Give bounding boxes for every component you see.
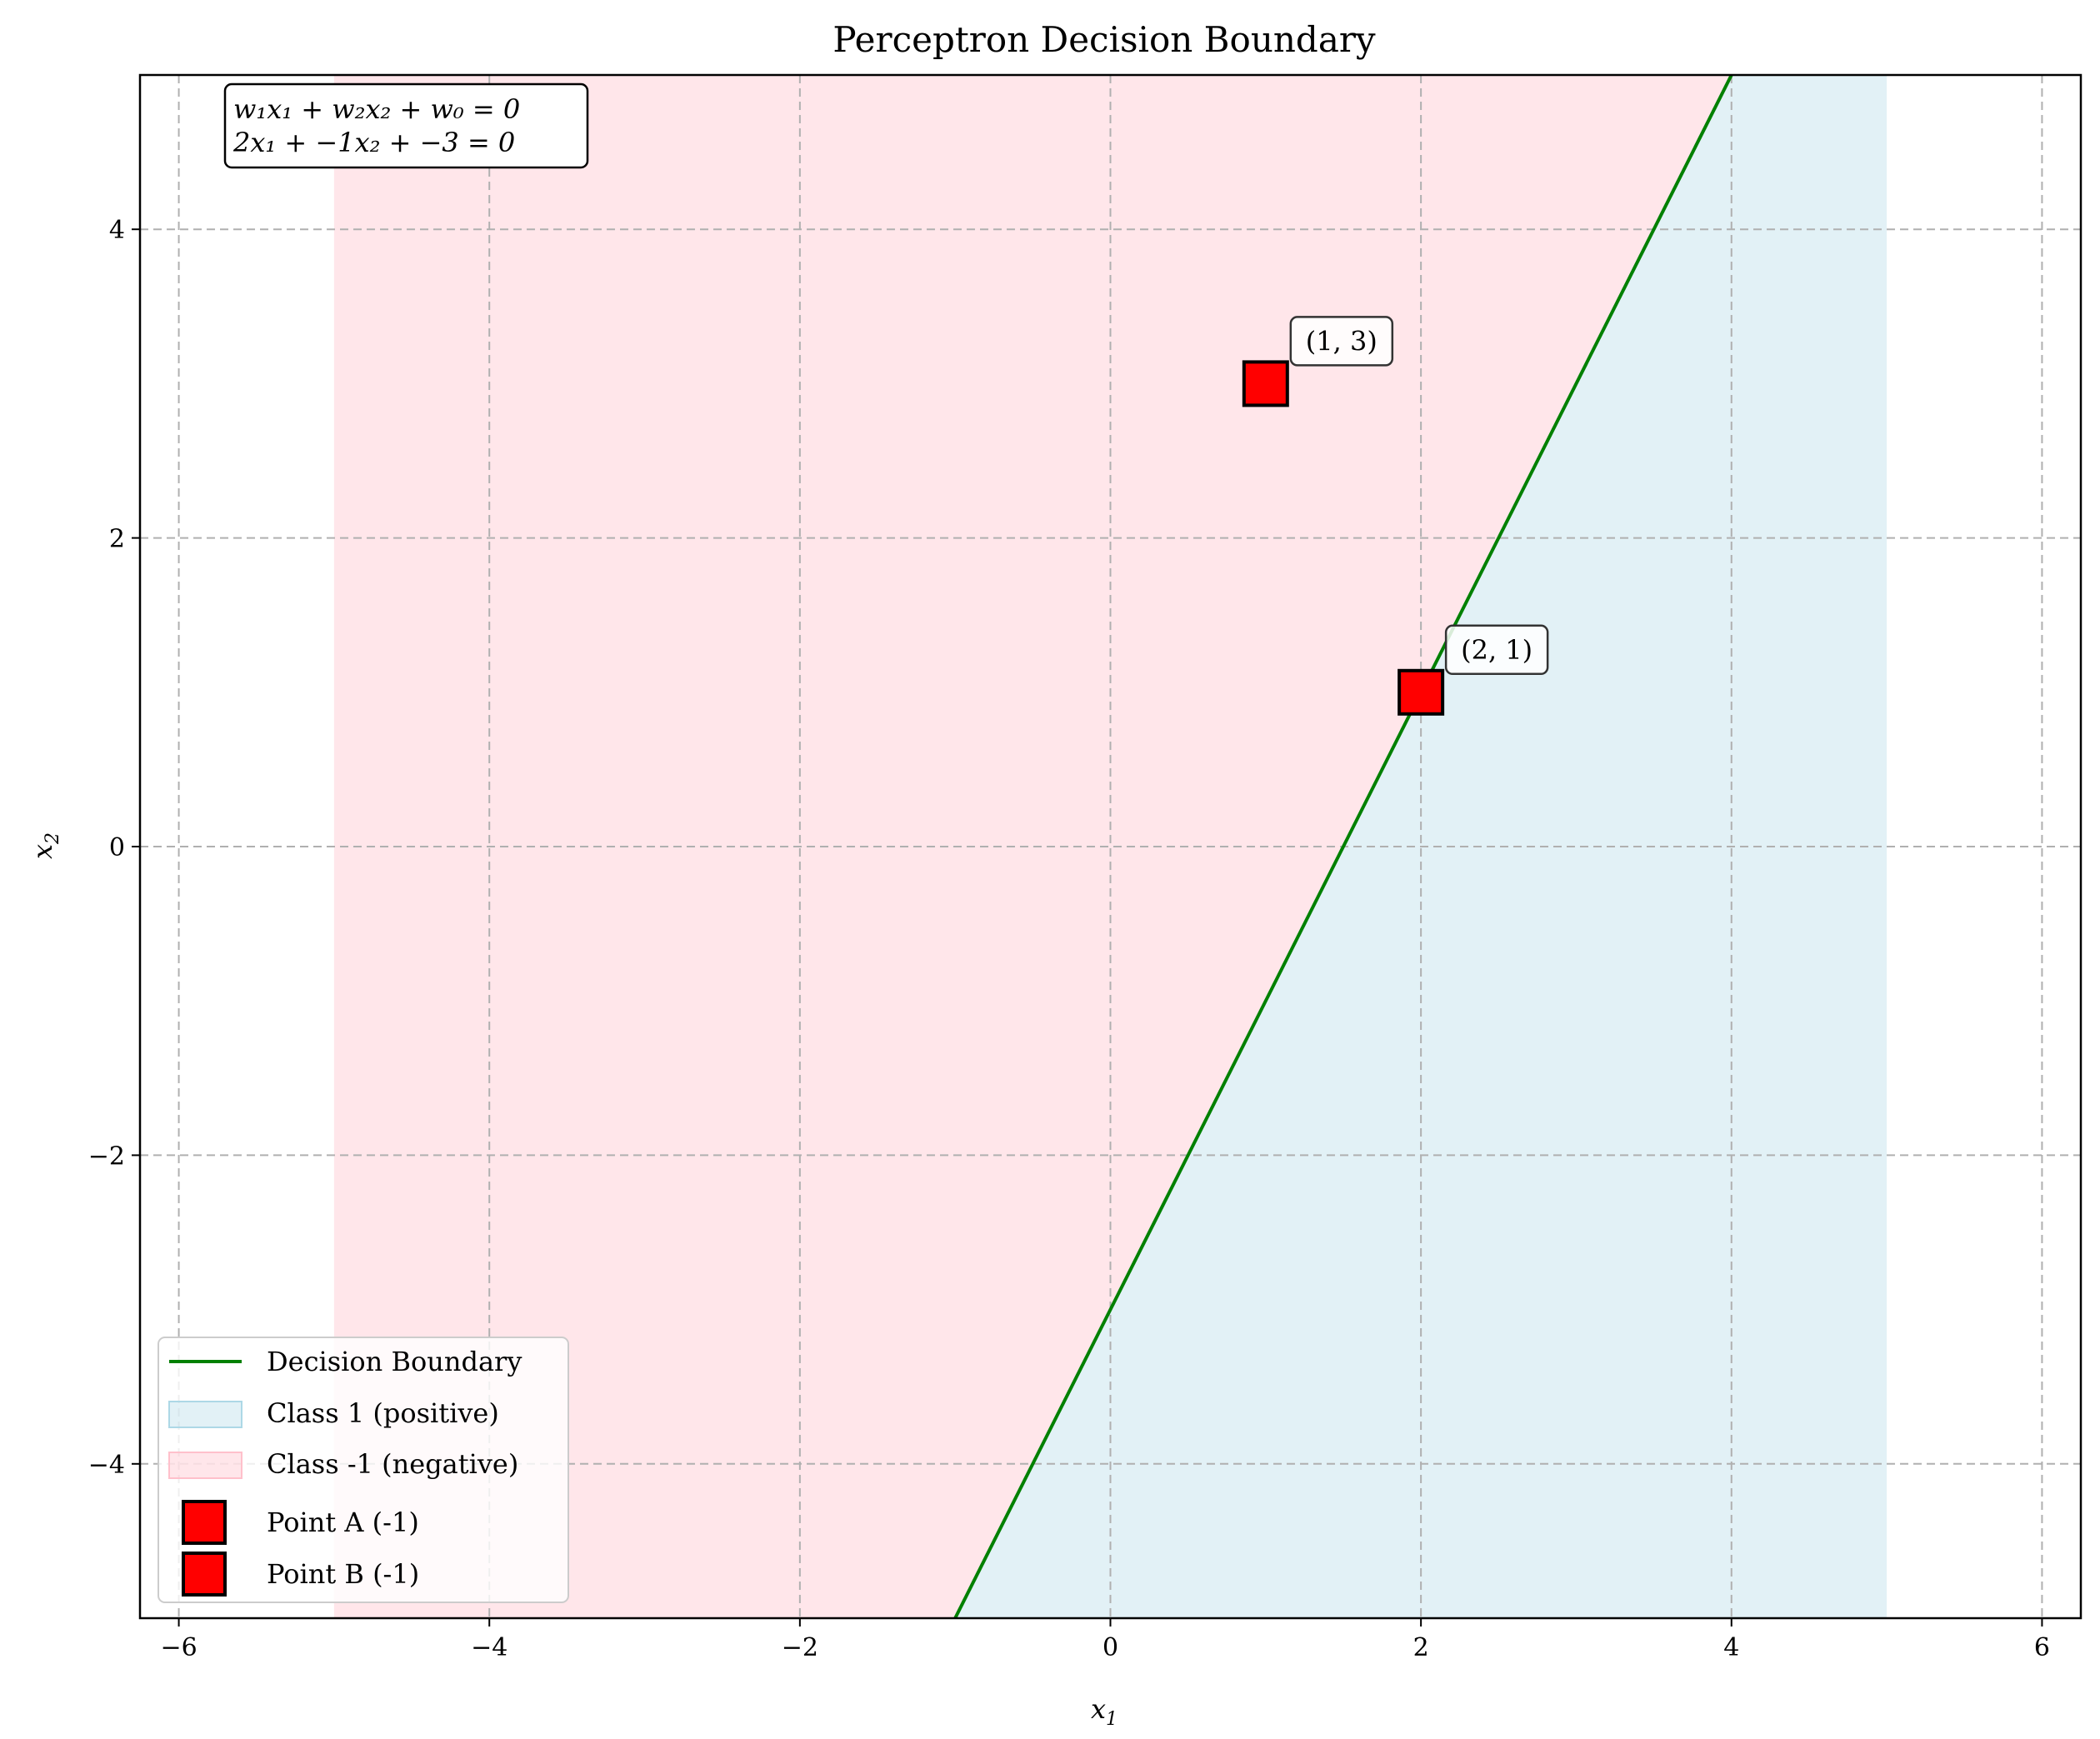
equation-general: w₁x₁ + w₂x₂ + w₀ = 0 xyxy=(233,93,520,125)
decision-boundary-line xyxy=(953,74,1733,1619)
y-axis-label-subscript: 2 xyxy=(42,832,63,845)
equation-box: w₁x₁ + w₂x₂ + w₀ = 0 2x₁ + −1x₂ + −3 = 0 xyxy=(223,82,589,169)
legend-point-b-label: Point B (-1) xyxy=(267,1558,419,1590)
legend-class1-swatch xyxy=(168,1401,242,1428)
legend-class1-label: Class 1 (positive) xyxy=(267,1397,499,1429)
legend-class-neg-label: Class -1 (negative) xyxy=(267,1448,518,1480)
equation-specific: 2x₁ + −1x₂ + −3 = 0 xyxy=(232,127,515,158)
y-tick-label: 2 xyxy=(109,525,125,554)
y-tick-label: 0 xyxy=(109,833,125,862)
data-points xyxy=(1242,360,1445,716)
legend-point-a-label: Point A (-1) xyxy=(267,1507,419,1538)
point-b-annotation: (2, 1) xyxy=(1461,634,1532,666)
x-tick-label: −4 xyxy=(471,1633,508,1662)
x-tick-label: 4 xyxy=(1723,1633,1739,1662)
legend-boundary-label: Decision Boundary xyxy=(267,1346,522,1377)
legend-frame xyxy=(158,1337,569,1603)
point-b-annotation-box xyxy=(1444,624,1549,676)
y-tick-label: −4 xyxy=(88,1451,125,1480)
legend: Decision Boundary Class 1 (positive) Cla… xyxy=(158,1337,569,1603)
legend-point-a-swatch xyxy=(182,1500,227,1545)
point-a-marker xyxy=(1242,360,1289,407)
point-a-annotation: (1, 3) xyxy=(1306,325,1378,357)
x-axis-label-subscript: 1 xyxy=(1106,1709,1118,1730)
y-axis-label: x2 xyxy=(27,832,63,859)
x-tick-label: −6 xyxy=(160,1633,197,1662)
axis-ticks: −6 −4 −2 0 2 4 6 −4 −2 0 2 4 xyxy=(88,216,2050,1662)
point-b-marker xyxy=(1398,668,1445,716)
decision-boundary-layer xyxy=(953,74,1733,1619)
x-tick-label: 6 xyxy=(2034,1633,2050,1662)
x-tick-label: −2 xyxy=(782,1633,818,1662)
legend-class-neg-swatch xyxy=(168,1452,242,1479)
x-tick-label: 0 xyxy=(1102,1633,1118,1662)
chart-title: Perceptron Decision Boundary xyxy=(832,19,1376,60)
y-tick-label: 4 xyxy=(109,216,125,245)
y-tick-label: −2 xyxy=(88,1142,125,1171)
point-annotations: (1, 3) (2, 1) xyxy=(1289,316,1549,676)
x-tick-label: 2 xyxy=(1413,1633,1429,1662)
x-axis-label: x1 xyxy=(1091,1693,1118,1730)
point-a-annotation-box xyxy=(1289,316,1394,367)
equation-box-frame xyxy=(223,82,589,169)
legend-point-b-swatch xyxy=(182,1552,227,1597)
region-class-negative xyxy=(333,75,1732,1618)
